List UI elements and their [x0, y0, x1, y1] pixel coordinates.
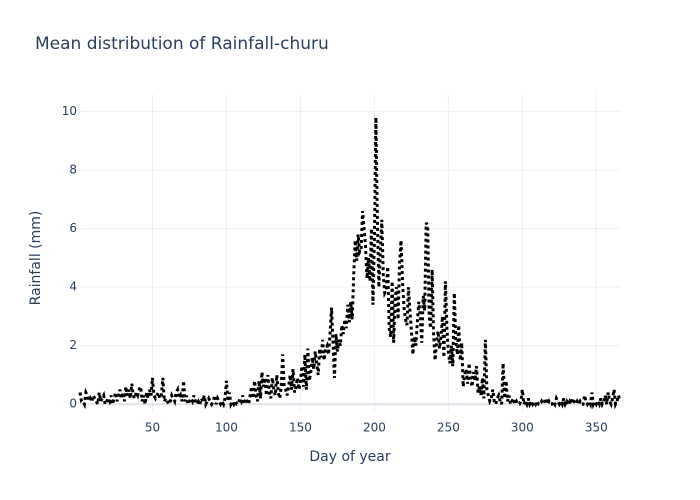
y-tick-label: 6	[69, 221, 77, 235]
x-tick-label: 300	[511, 421, 534, 435]
x-axis-title: Day of year	[309, 449, 391, 465]
y-tick-label: 0	[69, 397, 77, 411]
x-tick-label: 350	[585, 421, 608, 435]
x-tick-label: 50	[145, 421, 160, 435]
data-line	[78, 117, 622, 410]
y-tick-label: 2	[69, 338, 77, 352]
x-tick-label: 250	[437, 421, 460, 435]
y-tick-label: 10	[62, 104, 77, 118]
y-tick-label: 4	[69, 280, 77, 294]
x-tick-label: 100	[215, 421, 238, 435]
y-tick-label: 8	[69, 163, 77, 177]
x-tick-label: 150	[289, 421, 312, 435]
y-axis-title: Rainfall (mm)	[28, 211, 44, 306]
x-tick-label: 200	[363, 421, 386, 435]
chart-title: Mean distribution of Rainfall-churu	[35, 34, 329, 54]
